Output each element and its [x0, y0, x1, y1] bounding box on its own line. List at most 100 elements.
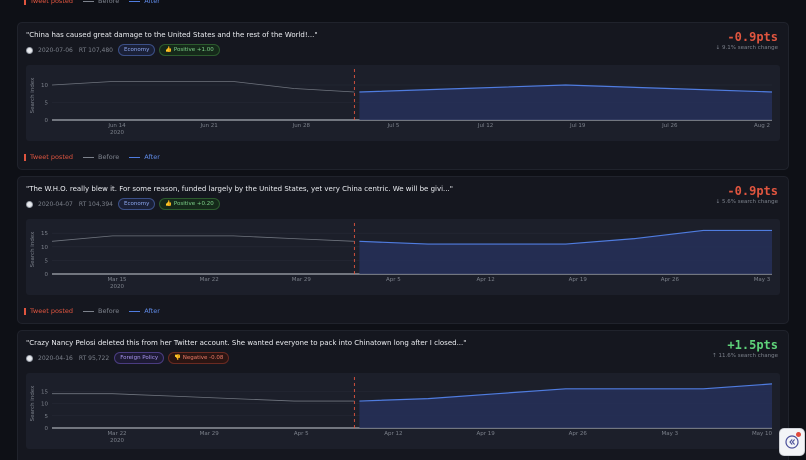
- before-series-line: [52, 393, 355, 402]
- change-points: -0.9pts: [727, 30, 778, 44]
- y-tick-label: 10: [41, 402, 48, 408]
- y-tick-label: 5: [45, 258, 49, 264]
- tweet-card[interactable]: "The W.H.O. really blew it. For some rea…: [17, 176, 789, 324]
- search-chart: Search index 0 5 10 15 Mar 15 2020 Mar 22 Mar 29…: [26, 219, 780, 295]
- tweet-text: "The W.H.O. really blew it. For some rea…: [26, 185, 453, 193]
- sentiment-badge: 👍 Positive +1.00: [159, 44, 220, 56]
- after-series-area: [359, 383, 772, 428]
- tweet-text: "Crazy Nancy Pelosi deleted this from he…: [26, 339, 467, 347]
- x-tick-label: Jul 26: [661, 123, 678, 129]
- posted-swatch-icon: [24, 0, 26, 5]
- x-tick-label: Mar 15: [107, 277, 127, 283]
- tweet-text: "China has caused great damage to the Un…: [26, 31, 318, 39]
- x-tick-label: Apr 5: [294, 431, 309, 437]
- y-tick-label: 5: [45, 101, 49, 107]
- topic-badge: Economy: [118, 198, 156, 210]
- after-swatch-icon: [129, 310, 141, 312]
- after-series-line: [359, 229, 772, 245]
- x-tick-label: Apr 5: [386, 277, 401, 283]
- search-chart: Search index 0 5 10 15 Mar 22 2020 Mar 29 Apr 5 A…: [26, 373, 780, 449]
- y-tick-label: 15: [41, 231, 48, 237]
- y-tick-label: 0: [45, 426, 49, 432]
- legend-posted: Tweet posted: [24, 153, 73, 161]
- x-tick-label: Jun 28: [292, 123, 311, 129]
- x-tick-label: Jun 21: [199, 123, 217, 129]
- y-tick-label: 0: [45, 118, 49, 124]
- y-tick-label: 10: [41, 245, 48, 251]
- retweet-count: RT 95,722: [78, 354, 110, 362]
- retweet-count: RT 104,394: [78, 200, 113, 208]
- legend-card-2: Tweet posted Before After: [24, 307, 170, 315]
- x-tick-label: Mar 22: [200, 277, 219, 283]
- legend-posted: Tweet posted: [24, 307, 73, 315]
- tweet-date: 2020-04-16: [38, 354, 73, 362]
- x-tick-label: Jun 14: [107, 123, 126, 129]
- x-tick-label: Apr 12: [476, 277, 494, 283]
- tweet-card[interactable]: "Crazy Nancy Pelosi deleted this from he…: [17, 330, 789, 460]
- change-subtitle: ↓ 5.6% search change: [715, 199, 778, 205]
- x-tick-year: 2020: [110, 438, 124, 444]
- x-tick-label: Apr 26: [569, 431, 588, 437]
- x-tick-label: May 10: [752, 431, 773, 437]
- chevrons-left-icon: [785, 435, 799, 449]
- x-tick-year: 2020: [110, 284, 124, 290]
- x-tick-label: Jul 12: [477, 123, 493, 129]
- change-points: +1.5pts: [727, 338, 778, 352]
- legend-before: Before: [83, 0, 119, 5]
- tweet-meta: 2020-04-16 RT 95,722 Foreign Policy 👎 Ne…: [26, 352, 233, 364]
- y-axis-label: Search index: [30, 77, 36, 113]
- before-swatch-icon: [83, 310, 94, 312]
- legend-after: After: [129, 0, 160, 5]
- notification-dot: [796, 432, 801, 437]
- legend-after: After: [129, 307, 160, 315]
- legend-posted: Tweet posted: [24, 0, 73, 5]
- x-tick-label: Apr 19: [569, 277, 588, 283]
- x-tick-label: Apr 12: [384, 431, 402, 437]
- legend-before: Before: [83, 153, 119, 161]
- after-series-line: [359, 84, 773, 93]
- after-swatch-icon: [129, 0, 141, 2]
- tweet-card[interactable]: "China has caused great damage to the Un…: [17, 22, 789, 170]
- x-tick-label: Apr 26: [661, 277, 680, 283]
- select-radio[interactable]: [26, 200, 33, 208]
- select-radio[interactable]: [26, 46, 33, 54]
- x-tick-label: Mar 29: [292, 277, 312, 283]
- y-tick-label: 0: [45, 272, 49, 278]
- before-series-line: [51, 235, 355, 242]
- after-series-area: [359, 230, 772, 274]
- before-swatch-icon: [83, 0, 94, 2]
- before-swatch-icon: [83, 156, 94, 158]
- after-series-area: [359, 85, 772, 120]
- y-tick-label: 15: [41, 389, 48, 395]
- legend-card-1: Tweet posted Before After: [24, 153, 170, 161]
- x-tick-label: Mar 22: [107, 431, 126, 437]
- select-radio[interactable]: [26, 354, 33, 362]
- posted-swatch-icon: [24, 307, 26, 315]
- change-points: -0.9pts: [727, 184, 778, 198]
- after-swatch-icon: [129, 156, 141, 158]
- change-subtitle: ↓ 9.1% search change: [715, 45, 778, 51]
- topic-badge: Foreign Policy: [114, 352, 165, 364]
- tweet-meta: 2020-04-07 RT 104,394 Economy 👍 Positive…: [26, 198, 224, 210]
- after-series-line: [359, 383, 773, 402]
- change-subtitle: ↑ 11.6% search change: [712, 353, 778, 359]
- y-tick-label: 5: [45, 414, 49, 420]
- legend-after: After: [129, 153, 160, 161]
- before-series-line: [51, 81, 355, 93]
- x-tick-label: Jul 19: [569, 123, 586, 129]
- tweet-meta: 2020-07-06 RT 107,480 Economy 👍 Positive…: [26, 44, 224, 56]
- assistant-button[interactable]: [779, 428, 805, 456]
- x-tick-label: May 3: [662, 431, 679, 437]
- legend-before: Before: [83, 307, 119, 315]
- x-tick-label: Mar 29: [200, 431, 220, 437]
- x-tick-label: May 3: [754, 277, 771, 283]
- x-tick-label: Aug 2: [754, 123, 770, 129]
- search-change: +1.5pts ↑ 11.6% search change: [712, 338, 778, 360]
- legend-top: Tweet posted Before After: [24, 0, 170, 5]
- search-chart: Search index 0 5 10 Jun 14 2020 Jun 21 Jun 28 Ju…: [26, 65, 780, 141]
- search-change: -0.9pts ↓ 5.6% search change: [715, 184, 778, 206]
- sentiment-badge: 👍 Positive +0.20: [159, 198, 220, 210]
